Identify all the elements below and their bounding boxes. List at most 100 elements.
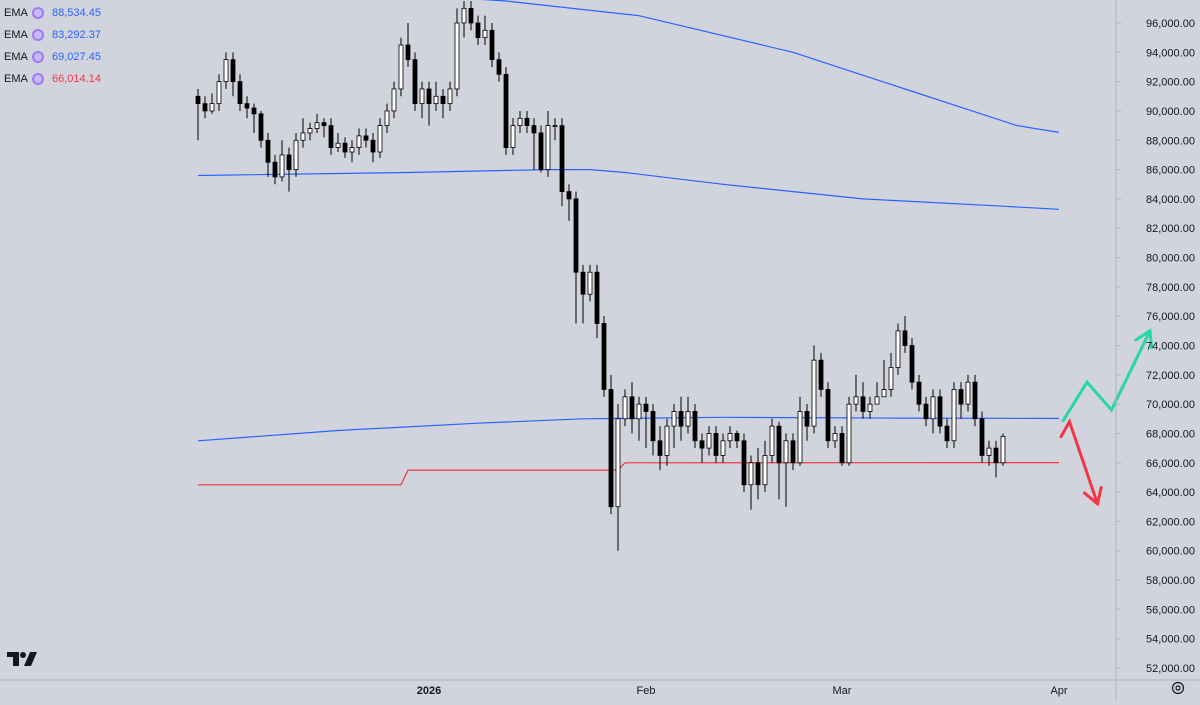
legend-value: 88,534.45 [52, 7, 101, 19]
candle [930, 389, 936, 434]
candle-body-bull [748, 462, 754, 486]
candle [622, 389, 628, 427]
candles [195, 1, 1006, 551]
price-tick-label: 78,000.00 [1146, 282, 1195, 294]
candle-body-bear [657, 440, 663, 456]
candle-body-bull [832, 433, 838, 442]
candle [384, 103, 390, 133]
candle-body-bear [244, 103, 250, 109]
candle [965, 374, 971, 412]
time-tick-label: Feb [637, 685, 656, 697]
indicator-settings-icon[interactable] [32, 73, 44, 85]
projection-up-path[interactable] [1061, 330, 1152, 423]
candle-body-bear [258, 113, 264, 141]
candle-body-bull [706, 433, 712, 449]
candle-body-bear [580, 271, 586, 295]
candle-body-bull [433, 95, 439, 105]
candle [552, 118, 558, 141]
candle-body-bear [405, 44, 411, 61]
candle [377, 118, 383, 158]
price-tick-label: 72,000.00 [1146, 370, 1195, 382]
candle-body-bear [629, 396, 635, 420]
candle [818, 352, 824, 397]
candle [342, 137, 348, 158]
candle-body-bear [650, 411, 656, 442]
candle [769, 418, 775, 463]
candle [573, 191, 579, 324]
price-tick-label: 70,000.00 [1146, 399, 1195, 411]
candle-body-bear [475, 22, 481, 39]
candle-body-bull [720, 440, 726, 456]
candle [783, 433, 789, 507]
candle [909, 338, 915, 390]
candle [860, 382, 866, 419]
candle-body-bear [440, 95, 446, 105]
candle-body-bear [643, 403, 649, 412]
projection-down-path[interactable] [1059, 418, 1099, 505]
candle-body-bull [930, 396, 936, 420]
candle [748, 455, 754, 510]
candle [454, 8, 460, 97]
candle [979, 411, 985, 463]
indicator-settings-icon[interactable] [32, 51, 44, 63]
candle-body-bull [965, 381, 971, 405]
candle-body-bear [468, 7, 474, 24]
candle-body-bear [692, 411, 698, 442]
indicator-settings-icon[interactable] [32, 29, 44, 41]
candle [531, 118, 537, 170]
legend-row-ema-3[interactable]: EMA 69,027.45 [4, 46, 101, 68]
candle-body-bear [944, 425, 950, 442]
candle-body-bull [881, 389, 887, 398]
candle-body-bear [818, 359, 824, 390]
legend-row-ema-1[interactable]: EMA 88,534.45 [4, 2, 101, 24]
legend-label: EMA [4, 51, 28, 63]
candle [286, 147, 292, 192]
indicator-settings-icon[interactable] [32, 7, 44, 19]
ema-line-4[interactable] [198, 462, 1060, 486]
ema-line-1[interactable] [198, 0, 1060, 133]
candle-body-bull [279, 154, 285, 178]
candle-body-bull [671, 411, 677, 427]
candle-body-bear [860, 396, 866, 412]
candle-body-bear [286, 154, 292, 170]
candle-body-bear [909, 345, 915, 383]
candle-body-bull [461, 7, 467, 24]
candle [846, 396, 852, 466]
candle-body-bear [923, 403, 929, 420]
candle [874, 382, 880, 405]
candle-body-bull [300, 132, 306, 141]
candle [972, 374, 978, 427]
candle [349, 140, 355, 163]
candle [524, 110, 530, 133]
legend-row-ema-4[interactable]: EMA 66,014.14 [4, 68, 101, 90]
candle [986, 440, 992, 466]
time-axis[interactable]: 2026FebMarAprMay [0, 679, 1200, 697]
candle [692, 404, 698, 449]
price-tick-label: 58,000.00 [1146, 575, 1195, 587]
candle-body-bear [496, 59, 502, 75]
legend-row-ema-2[interactable]: EMA 83,292.37 [4, 24, 101, 46]
candle [412, 52, 418, 111]
candle-body-bull [545, 125, 551, 170]
time-tick-label: Mar [833, 685, 852, 697]
settings-gear-icon[interactable] [1170, 680, 1186, 696]
candle [405, 23, 411, 67]
candle-body-bear [790, 440, 796, 464]
candle-body-bull [209, 103, 215, 112]
candle-body-bull [384, 110, 390, 127]
candle-body-bear [825, 389, 831, 442]
candle-body-bear [524, 117, 530, 127]
candle-body-bull [552, 125, 558, 128]
ema-line-3[interactable] [197, 416, 1060, 442]
legend-value: 66,014.14 [52, 73, 101, 85]
tradingview-logo-icon[interactable] [6, 650, 38, 668]
candle [370, 132, 376, 163]
candle [685, 396, 691, 434]
price-axis[interactable]: 52,000.00 54,000.00 56,000.00 58,000.00 60,0… [1115, 0, 1195, 700]
candle-body-bear [363, 135, 369, 141]
ema-line-2[interactable] [197, 169, 1060, 210]
legend-value: 83,292.37 [52, 29, 101, 41]
candle-body-bear [902, 330, 908, 346]
